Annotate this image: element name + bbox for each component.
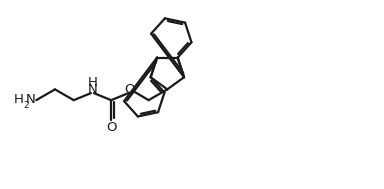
Text: 2: 2 bbox=[23, 101, 28, 110]
Text: O: O bbox=[106, 121, 116, 134]
Text: N: N bbox=[88, 83, 97, 96]
Text: H: H bbox=[88, 76, 98, 89]
Text: N: N bbox=[25, 93, 35, 105]
Text: O: O bbox=[125, 83, 135, 96]
Text: H: H bbox=[14, 93, 24, 105]
